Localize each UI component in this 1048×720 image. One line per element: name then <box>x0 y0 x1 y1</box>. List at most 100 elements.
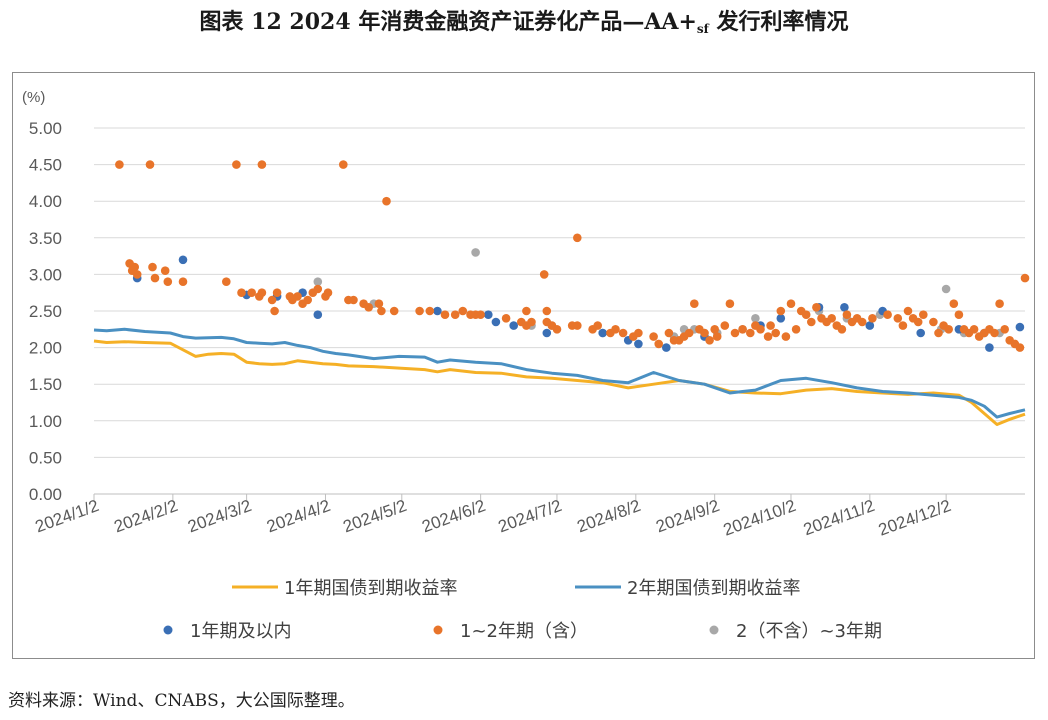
point-2-3y <box>313 277 323 287</box>
y-tick-label: 0.50 <box>29 448 62 467</box>
point-1-2y <box>781 332 791 341</box>
point-1y-or-less <box>634 339 643 349</box>
point-1-2y <box>954 310 964 320</box>
point-1-2y <box>756 325 765 334</box>
y-tick-label: 4.00 <box>29 192 62 211</box>
point-1-2y <box>969 325 979 334</box>
point-1-2y <box>440 310 450 320</box>
point-1-2y <box>150 273 160 283</box>
point-1-2y <box>313 284 323 294</box>
point-1-2y <box>634 328 643 338</box>
point-1-2y <box>720 321 730 330</box>
point-1-2y <box>552 325 562 334</box>
point-1y-or-less <box>509 321 518 330</box>
legend-dot-swatch <box>433 625 443 635</box>
point-1-2y <box>842 310 852 320</box>
x-tick-label: 2024/12/2 <box>876 496 954 540</box>
point-1y-or-less <box>313 310 323 320</box>
legend-dot-swatch <box>709 625 719 635</box>
point-1-2y <box>649 332 658 341</box>
point-1-2y <box>776 306 786 316</box>
point-1-2y <box>611 325 620 334</box>
x-tick-label: 2024/4/2 <box>264 496 333 536</box>
point-2-3y <box>941 284 951 294</box>
point-1-2y <box>573 233 582 243</box>
point-1-2y <box>919 310 928 320</box>
point-1-2y <box>664 328 674 338</box>
point-1-2y <box>807 317 816 327</box>
point-1y-or-less <box>865 321 875 330</box>
point-1-2y <box>898 321 908 330</box>
legend-dot-swatch <box>163 625 173 635</box>
point-1-2y <box>812 303 821 312</box>
point-1-2y <box>270 306 279 316</box>
point-1-2y <box>995 299 1004 309</box>
point-1y-or-less <box>840 303 849 312</box>
y-tick-label: 3.00 <box>29 265 62 284</box>
chart-title: 图表 12 2024 年消费金融资产证券化产品—AA+sf 发行利率情况 <box>0 4 1048 36</box>
point-1y-or-less <box>491 317 501 327</box>
y-tick-label: 0.00 <box>29 485 62 504</box>
x-tick-label: 2024/5/2 <box>340 496 409 536</box>
point-1-2y <box>415 306 424 316</box>
point-1-2y <box>593 321 602 330</box>
point-1-2y <box>730 328 740 338</box>
point-1-2y <box>247 288 256 298</box>
x-tick-label: 2024/11/2 <box>801 496 877 539</box>
x-tick-label: 2024/8/2 <box>574 496 643 536</box>
point-1-2y <box>425 306 435 316</box>
point-1-2y <box>618 328 628 338</box>
point-1-2y <box>527 317 536 327</box>
point-1-2y <box>893 314 903 323</box>
point-1-2y <box>542 306 552 316</box>
point-1-2y <box>913 317 923 327</box>
source-note: 资料来源：Wind、CNABS，大公国际整理。 <box>8 691 355 711</box>
x-tick-label: 2024/9/2 <box>653 496 722 536</box>
line-1y-treasury-yield <box>93 339 1026 426</box>
point-1-2y <box>1000 325 1009 334</box>
point-1-2y <box>178 277 188 287</box>
y-tick-label: 3.50 <box>29 229 62 248</box>
point-1-2y <box>501 314 511 323</box>
y-tick-label: 1.50 <box>29 375 62 394</box>
point-1-2y <box>339 160 348 169</box>
point-1-2y <box>222 277 231 287</box>
point-1-2y <box>257 288 267 298</box>
point-1-2y <box>160 266 170 276</box>
chart-svg: (%) 0.00 0.50 1.00 1.50 2.00 2.50 3.00 3.50 4.00 4… <box>22 89 1030 642</box>
legend-label: 2年期国债到期收益率 <box>627 578 800 599</box>
x-tick-label: 2024/2/2 <box>112 496 181 536</box>
point-1-2y <box>349 295 358 305</box>
point-1-2y <box>868 314 877 323</box>
point-1-2y <box>573 321 582 330</box>
point-1-2y <box>364 303 374 312</box>
x-tick-label: 2024/7/2 <box>496 496 565 536</box>
point-1-2y <box>303 295 313 305</box>
point-1-2y <box>725 299 735 309</box>
chart-frame <box>12 72 1035 659</box>
y-tick-label: 5.00 <box>29 119 62 138</box>
point-1-2y <box>1020 273 1030 283</box>
point-1-2y <box>1015 343 1025 352</box>
point-1-2y <box>450 310 460 320</box>
line-2y-treasury-yield <box>93 327 1026 419</box>
point-1-2y <box>323 288 333 298</box>
legend-label: 1年期及以内 <box>190 621 291 642</box>
x-tick-label: 2024/3/2 <box>185 496 254 536</box>
point-1y-or-less <box>178 255 188 265</box>
point-1-2y <box>929 317 938 327</box>
point-1-2y <box>458 306 468 316</box>
point-1y-or-less <box>776 314 786 323</box>
point-1-2y <box>127 266 137 276</box>
point-1-2y <box>232 160 241 169</box>
point-1-2y <box>257 160 267 169</box>
point-1-2y <box>690 299 699 309</box>
point-1y-or-less <box>433 306 442 316</box>
point-1-2y <box>267 295 277 305</box>
point-1-2y <box>746 328 755 338</box>
point-1-2y <box>145 160 155 169</box>
point-1-2y <box>712 332 722 341</box>
point-1y-or-less <box>662 343 671 352</box>
point-1-2y <box>700 328 709 338</box>
point-1-2y <box>883 310 892 320</box>
